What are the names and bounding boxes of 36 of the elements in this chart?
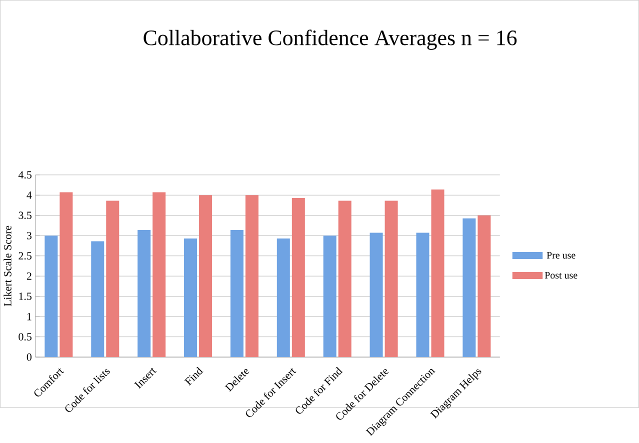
x-tick-label: Code for lists [65, 368, 110, 412]
y-tick-label: 3.5 [18, 212, 32, 220]
bar [370, 232, 383, 358]
bar [138, 230, 151, 358]
y-tick-label: 1.5 [19, 292, 32, 300]
bar [276, 238, 290, 358]
bar [91, 241, 104, 358]
y-axis-title: Likert Scale Score [4, 226, 12, 306]
bar [199, 195, 212, 358]
bar [323, 236, 336, 358]
bar [292, 198, 305, 358]
bar [230, 230, 244, 358]
bar [478, 216, 491, 358]
y-tick-label: 4.5 [18, 171, 32, 179]
bar [416, 232, 430, 358]
y-tick-label: 0 [26, 354, 32, 361]
bar [44, 236, 58, 358]
bar [384, 200, 398, 358]
bar [462, 218, 476, 358]
y-tick-label: 0.5 [18, 333, 32, 341]
legend-label: Pre use [546, 252, 576, 259]
y-tick-label: 4 [26, 192, 32, 199]
y-tick-label: 3 [26, 232, 32, 240]
bar [60, 192, 73, 358]
legend-label: Post use [544, 272, 578, 279]
bar [245, 195, 258, 358]
chart-title: Collaborative Confidence Averages n = 16 [144, 30, 517, 50]
y-tick-label: 2 [26, 272, 32, 280]
y-tick-label: 1 [27, 313, 32, 320]
bar [431, 190, 444, 358]
bar [338, 200, 352, 358]
y-tick-label: 2.5 [18, 252, 32, 260]
x-tick-label: Find [184, 367, 204, 386]
bar [152, 192, 166, 358]
bar [106, 200, 120, 358]
bar [184, 238, 198, 358]
